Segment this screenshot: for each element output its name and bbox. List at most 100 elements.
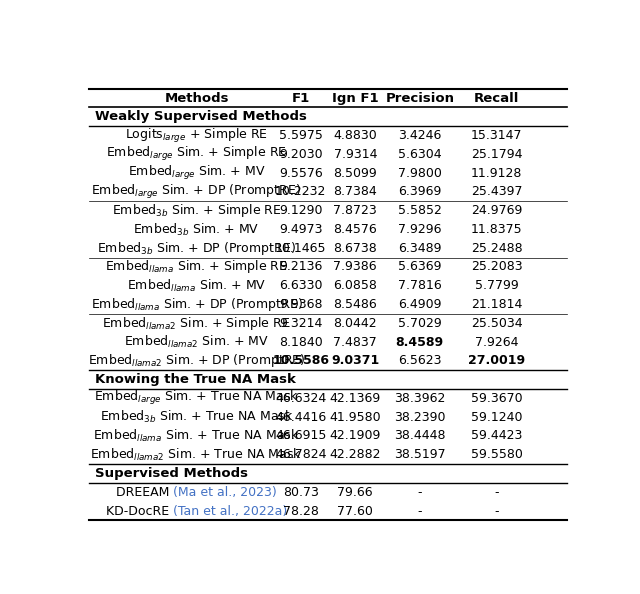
Text: 10.2232: 10.2232 xyxy=(275,185,326,198)
Text: 8.4589: 8.4589 xyxy=(396,336,444,349)
Text: 46.4416: 46.4416 xyxy=(275,410,326,424)
Text: KD-DocRE: KD-DocRE xyxy=(106,504,173,517)
Text: 8.7384: 8.7384 xyxy=(333,185,377,198)
Text: 24.9769: 24.9769 xyxy=(471,204,522,217)
Text: 59.5580: 59.5580 xyxy=(470,448,523,461)
Text: 38.2390: 38.2390 xyxy=(394,410,445,424)
Text: 25.5034: 25.5034 xyxy=(471,317,522,330)
Text: Embed$_{3b}$ Sim. + DP (PromptRE): Embed$_{3b}$ Sim. + DP (PromptRE) xyxy=(97,240,296,257)
Text: Embed$_{llama}$ Sim. + MV: Embed$_{llama}$ Sim. + MV xyxy=(127,278,266,294)
Text: (Ma et al., 2023): (Ma et al., 2023) xyxy=(173,486,277,499)
Text: Embed$_{large}$ Sim. + MV: Embed$_{large}$ Sim. + MV xyxy=(128,164,266,182)
Text: Embed$_{large}$ Sim. + DP (PromptRE): Embed$_{large}$ Sim. + DP (PromptRE) xyxy=(92,183,301,201)
Text: 7.9264: 7.9264 xyxy=(475,336,518,349)
Text: 3.4246: 3.4246 xyxy=(398,129,442,142)
Text: 9.2030: 9.2030 xyxy=(279,148,323,161)
Text: 6.5623: 6.5623 xyxy=(398,355,442,367)
Text: Embed$_{3b}$ Sim. + Simple RE: Embed$_{3b}$ Sim. + Simple RE xyxy=(112,202,282,219)
Text: 42.1909: 42.1909 xyxy=(330,429,381,443)
Text: Ign F1: Ign F1 xyxy=(332,91,379,105)
Text: (Tan et al., 2022a): (Tan et al., 2022a) xyxy=(173,504,287,517)
Text: 7.9296: 7.9296 xyxy=(398,223,442,236)
Text: 25.2488: 25.2488 xyxy=(471,242,522,255)
Text: 27.0019: 27.0019 xyxy=(468,355,525,367)
Text: 8.5486: 8.5486 xyxy=(333,298,377,311)
Text: 6.0858: 6.0858 xyxy=(333,279,377,292)
Text: 59.3670: 59.3670 xyxy=(471,392,522,405)
Text: DREEAM: DREEAM xyxy=(116,486,173,499)
Text: F1: F1 xyxy=(292,91,310,105)
Text: 42.1369: 42.1369 xyxy=(330,392,381,405)
Text: 5.6369: 5.6369 xyxy=(398,261,442,273)
Text: Logits$_{large}$ + Simple RE: Logits$_{large}$ + Simple RE xyxy=(125,127,268,144)
Text: Embed$_{llama2}$ Sim. + Simple RE: Embed$_{llama2}$ Sim. + Simple RE xyxy=(102,315,291,332)
Text: Methods: Methods xyxy=(164,91,229,105)
Text: 9.0371: 9.0371 xyxy=(331,355,380,367)
Text: 77.60: 77.60 xyxy=(337,504,373,517)
Text: -: - xyxy=(417,504,422,517)
Text: 9.9368: 9.9368 xyxy=(279,298,323,311)
Text: 9.5576: 9.5576 xyxy=(279,167,323,179)
Text: 11.8375: 11.8375 xyxy=(471,223,522,236)
Text: 8.4576: 8.4576 xyxy=(333,223,377,236)
Text: 9.4973: 9.4973 xyxy=(279,223,323,236)
Text: Embed$_{large}$ Sim. + Simple RE: Embed$_{large}$ Sim. + Simple RE xyxy=(106,146,287,163)
Text: 46.7824: 46.7824 xyxy=(275,448,326,461)
Text: 6.6330: 6.6330 xyxy=(279,279,323,292)
Text: 8.1840: 8.1840 xyxy=(279,336,323,349)
Text: 7.8723: 7.8723 xyxy=(333,204,377,217)
Text: 38.5197: 38.5197 xyxy=(394,448,445,461)
Text: 79.66: 79.66 xyxy=(337,486,373,499)
Text: Embed$_{llama}$ Sim. + Simple RE: Embed$_{llama}$ Sim. + Simple RE xyxy=(105,258,288,276)
Text: Weakly Supervised Methods: Weakly Supervised Methods xyxy=(95,110,307,124)
Text: 38.4448: 38.4448 xyxy=(394,429,445,443)
Text: Embed$_{large}$ Sim. + True NA Mask: Embed$_{large}$ Sim. + True NA Mask xyxy=(94,390,299,407)
Text: Knowing the True NA Mask: Knowing the True NA Mask xyxy=(95,373,296,386)
Text: Embed$_{llama2}$ Sim. + MV: Embed$_{llama2}$ Sim. + MV xyxy=(124,334,269,350)
Text: Recall: Recall xyxy=(474,91,519,105)
Text: 41.9580: 41.9580 xyxy=(330,410,381,424)
Text: 5.5975: 5.5975 xyxy=(279,129,323,142)
Text: Embed$_{llama2}$ Sim. + True NA Mask: Embed$_{llama2}$ Sim. + True NA Mask xyxy=(90,447,303,463)
Text: 7.9800: 7.9800 xyxy=(398,167,442,179)
Text: 8.5099: 8.5099 xyxy=(333,167,377,179)
Text: 10.1465: 10.1465 xyxy=(275,242,326,255)
Text: 5.6304: 5.6304 xyxy=(398,148,442,161)
Text: 8.6738: 8.6738 xyxy=(333,242,377,255)
Text: 42.2882: 42.2882 xyxy=(330,448,381,461)
Text: 46.6915: 46.6915 xyxy=(275,429,326,443)
Text: 7.7816: 7.7816 xyxy=(398,279,442,292)
Text: 5.7799: 5.7799 xyxy=(475,279,518,292)
Text: 7.9386: 7.9386 xyxy=(333,261,377,273)
Text: Embed$_{llama}$ Sim. + DP (PromptRE): Embed$_{llama}$ Sim. + DP (PromptRE) xyxy=(91,296,303,313)
Text: 6.4909: 6.4909 xyxy=(398,298,442,311)
Text: 9.2136: 9.2136 xyxy=(279,261,323,273)
Text: 6.3489: 6.3489 xyxy=(398,242,442,255)
Text: Precision: Precision xyxy=(385,91,454,105)
Text: 8.0442: 8.0442 xyxy=(333,317,377,330)
Text: 25.2083: 25.2083 xyxy=(471,261,522,273)
Text: Embed$_{3b}$ Sim. + True NA Mask: Embed$_{3b}$ Sim. + True NA Mask xyxy=(100,409,293,425)
Text: Embed$_{llama2}$ Sim. + DP (PromptRE): Embed$_{llama2}$ Sim. + DP (PromptRE) xyxy=(88,352,305,369)
Text: Embed$_{3b}$ Sim. + MV: Embed$_{3b}$ Sim. + MV xyxy=(133,222,260,238)
Text: 10.5586: 10.5586 xyxy=(272,355,329,367)
Text: 59.1240: 59.1240 xyxy=(471,410,522,424)
Text: Embed$_{llama}$ Sim. + True NA Mask: Embed$_{llama}$ Sim. + True NA Mask xyxy=(93,428,300,444)
Text: 9.1290: 9.1290 xyxy=(279,204,323,217)
Text: 7.9314: 7.9314 xyxy=(333,148,377,161)
Text: 9.3214: 9.3214 xyxy=(279,317,323,330)
Text: 4.8830: 4.8830 xyxy=(333,129,377,142)
Text: -: - xyxy=(494,504,499,517)
Text: 21.1814: 21.1814 xyxy=(471,298,522,311)
Text: 7.4837: 7.4837 xyxy=(333,336,377,349)
Text: -: - xyxy=(417,486,422,499)
Text: 59.4423: 59.4423 xyxy=(471,429,522,443)
Text: 38.3962: 38.3962 xyxy=(394,392,445,405)
Text: 5.7029: 5.7029 xyxy=(398,317,442,330)
Text: 5.5852: 5.5852 xyxy=(398,204,442,217)
Text: 15.3147: 15.3147 xyxy=(471,129,522,142)
Text: 6.3969: 6.3969 xyxy=(398,185,442,198)
Text: Supervised Methods: Supervised Methods xyxy=(95,467,248,480)
Text: 80.73: 80.73 xyxy=(283,486,319,499)
Text: 78.28: 78.28 xyxy=(283,504,319,517)
